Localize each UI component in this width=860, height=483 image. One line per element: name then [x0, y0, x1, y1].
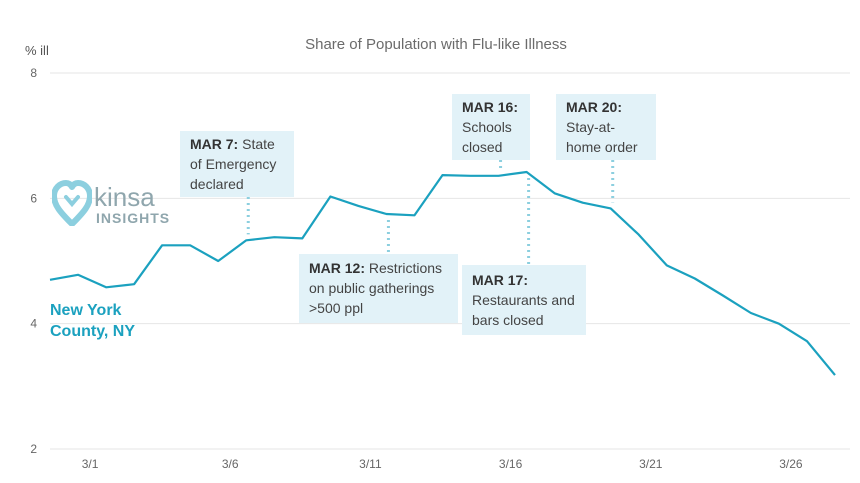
- annotation-mar16-line2: closed: [462, 139, 503, 155]
- y-axis-label: % ill: [25, 43, 49, 58]
- x-tick-label: 3/1: [82, 457, 99, 471]
- annotation-connectors: [246, 160, 615, 265]
- y-tick-labels: 2 4 6 8: [30, 66, 37, 456]
- annotation-mar7-date: MAR 7:: [190, 136, 239, 152]
- x-tick-label: 3/16: [499, 457, 523, 471]
- series-label-line2: County, NY: [50, 323, 135, 340]
- annotation-mar20-line2: home order: [566, 139, 638, 155]
- annotation-mar7-line3: declared: [190, 176, 244, 192]
- annotation-mar17-line2: bars closed: [472, 312, 544, 328]
- x-tick-label: 3/21: [639, 457, 663, 471]
- annotation-mar12-date: MAR 12:: [309, 260, 366, 276]
- annotation-mar17: MAR 17: Restaurants and bars closed: [462, 265, 586, 335]
- annotation-mar12-line3: >500 ppl: [309, 300, 364, 316]
- x-tick-label: 3/26: [779, 457, 803, 471]
- gridlines: [50, 72, 850, 450]
- x-tick-label: 3/6: [222, 457, 239, 471]
- annotation-mar17-date: MAR 17:: [472, 272, 529, 288]
- y-tick-label: 4: [30, 317, 37, 331]
- annotation-mar16: MAR 16: Schools closed: [452, 94, 530, 160]
- chart-title: Share of Population with Flu-like Illnes…: [305, 36, 567, 53]
- annotation-mar7: MAR 7: State of Emergency declared: [180, 131, 294, 197]
- annotation-mar12-line1: Restrictions: [368, 260, 443, 276]
- annotation-mar12: MAR 12: Restrictions on public gathering…: [299, 254, 458, 323]
- annotation-mar16-line1: Schools: [462, 119, 512, 135]
- series-label: New York County, NY: [50, 302, 135, 340]
- series-line-new-york-county: [49, 170, 836, 376]
- y-tick-label: 2: [30, 442, 37, 456]
- annotation-mar7-line2: of Emergency: [190, 156, 277, 172]
- annotation-mar20: MAR 20: Stay-at- home order: [556, 94, 656, 160]
- annotation-mar16-date: MAR 16:: [462, 99, 519, 115]
- y-tick-label: 6: [30, 191, 37, 205]
- annotation-mar17-line1: Restaurants and: [472, 292, 575, 308]
- annotation-mar20-date: MAR 20:: [566, 99, 623, 115]
- annotation-mar12-line2: on public gatherings: [309, 280, 435, 296]
- x-tick-labels: 3/1 3/6 3/11 3/16 3/21 3/26: [82, 457, 803, 471]
- series-label-line1: New York: [50, 302, 122, 319]
- annotation-mar7-line1: State: [242, 136, 275, 152]
- x-tick-label: 3/11: [359, 457, 382, 471]
- logo-wordmark: kinsa: [94, 182, 155, 212]
- y-tick-label: 8: [30, 66, 37, 80]
- annotation-mar20-line1: Stay-at-: [566, 119, 616, 135]
- kinsa-logo-icon: [51, 180, 93, 231]
- logo-subtitle: INSIGHTS: [96, 210, 171, 226]
